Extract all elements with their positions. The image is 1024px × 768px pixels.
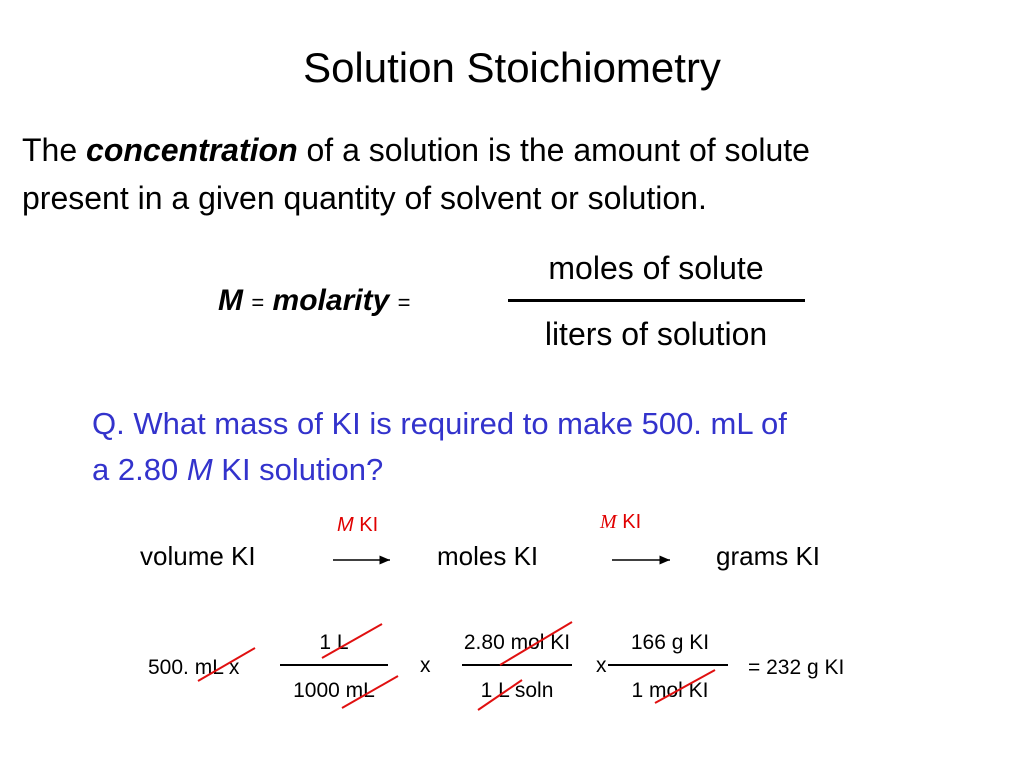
text: of a solution is the amount of solute <box>306 132 810 168</box>
text: KI <box>359 514 379 536</box>
definition-line: The concentration of a solution is the a… <box>22 132 810 169</box>
text: KI <box>622 511 642 533</box>
arrow-label: M KI <box>600 511 641 534</box>
fraction-bar <box>608 664 728 666</box>
symbol: M <box>186 452 213 487</box>
text: KI solution? <box>221 452 384 487</box>
text: a 2.80 <box>92 452 179 487</box>
cancel-line <box>321 623 383 659</box>
title: Solution Stoichiometry <box>303 44 721 91</box>
equals: = <box>251 290 265 315</box>
cancel-line <box>341 675 399 709</box>
numerator: 166 g KI <box>630 631 710 654</box>
cancel-line <box>477 679 523 711</box>
flow-step: moles KI <box>437 541 539 571</box>
numerator: 1 L <box>319 631 349 654</box>
arrow-label: M KI <box>337 514 378 537</box>
flow-step: grams KI <box>716 541 821 571</box>
times: x <box>420 654 431 677</box>
fraction-bar <box>508 299 805 302</box>
cancel-line <box>499 621 573 666</box>
symbol: M <box>218 284 243 317</box>
cancel-marks <box>197 621 716 711</box>
definition-line: present in a given quantity of solvent o… <box>22 180 707 216</box>
calc-result: = 232 g KI <box>748 656 845 679</box>
equals: = <box>397 290 411 315</box>
formula-lhs: M = molarity = <box>218 284 410 318</box>
symbol: M <box>337 514 354 536</box>
question-line: a 2.80 M KI solution? <box>92 452 383 488</box>
denominator: liters of solution <box>544 316 768 352</box>
cancel-line <box>654 669 716 704</box>
calc-start: 500. mL x <box>148 656 240 679</box>
symbol: M <box>600 511 617 533</box>
numerator: 2.80 mol KI <box>463 631 571 654</box>
times: x <box>596 654 607 677</box>
cancel-line <box>197 647 256 682</box>
fraction-bar <box>462 664 572 666</box>
term: concentration <box>86 132 298 168</box>
numerator: moles of solute <box>548 250 764 286</box>
fraction-bar <box>280 664 388 666</box>
word: molarity <box>272 284 390 317</box>
denominator: 1000 mL <box>293 679 375 702</box>
text: The <box>22 132 78 168</box>
question-line: Q. What mass of KI is required to make 5… <box>92 406 787 441</box>
flow-step: volume KI <box>140 541 256 571</box>
